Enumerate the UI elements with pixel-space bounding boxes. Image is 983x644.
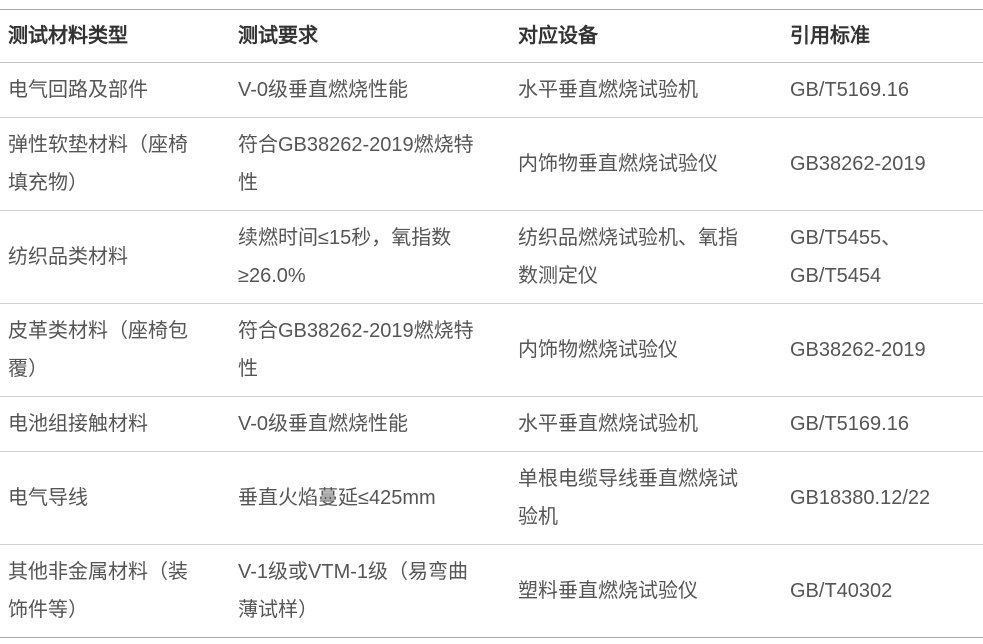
table-row: 电气导线 垂直火焰蔓延≤425mm 单根电缆导线垂直燃烧试验机 GB18380.… bbox=[0, 451, 983, 545]
cell-requirement: 续燃时间≤15秒，氧指数≥26.0% bbox=[230, 210, 510, 304]
cell-equipment: 单根电缆导线垂直燃烧试验机 bbox=[510, 451, 782, 545]
cell-material: 皮革类材料（座椅包覆） bbox=[0, 303, 230, 397]
cell-standard: GB/T5169.16 bbox=[782, 62, 983, 118]
table-row: 皮革类材料（座椅包覆） 符合GB38262-2019燃烧特性 内饰物燃烧试验仪 … bbox=[0, 303, 983, 397]
table-header-row: 测试材料类型 测试要求 对应设备 引用标准 bbox=[0, 9, 983, 63]
materials-test-table: 测试材料类型 测试要求 对应设备 引用标准 电气回路及部件 V-0级垂直燃烧性能… bbox=[0, 9, 983, 638]
cell-equipment: 内饰物燃烧试验仪 bbox=[510, 303, 782, 397]
cell-requirement: V-0级垂直燃烧性能 bbox=[230, 62, 510, 118]
table-row: 弹性软垫材料（座椅填充物） 符合GB38262-2019燃烧特性 内饰物垂直燃烧… bbox=[0, 117, 983, 211]
cell-material: 电池组接触材料 bbox=[0, 396, 230, 452]
cell-equipment: 塑料垂直燃烧试验仪 bbox=[510, 544, 782, 638]
cell-standard: GB/T5169.16 bbox=[782, 396, 983, 452]
cell-equipment: 水平垂直燃烧试验机 bbox=[510, 62, 782, 118]
column-header-material: 测试材料类型 bbox=[0, 9, 230, 63]
table-row: 其他非金属材料（装饰件等） V-1级或VTM-1级（易弯曲薄试样） 塑料垂直燃烧… bbox=[0, 544, 983, 638]
table-row: 电气回路及部件 V-0级垂直燃烧性能 水平垂直燃烧试验机 GB/T5169.16 bbox=[0, 62, 983, 118]
cell-equipment: 水平垂直燃烧试验机 bbox=[510, 396, 782, 452]
cell-material: 其他非金属材料（装饰件等） bbox=[0, 544, 230, 638]
cell-equipment: 内饰物垂直燃烧试验仪 bbox=[510, 117, 782, 211]
cell-material: 电气导线 bbox=[0, 451, 230, 545]
cell-material: 弹性软垫材料（座椅填充物） bbox=[0, 117, 230, 211]
cell-requirement: V-0级垂直燃烧性能 bbox=[230, 396, 510, 452]
cell-requirement: 符合GB38262-2019燃烧特性 bbox=[230, 117, 510, 211]
column-header-equipment: 对应设备 bbox=[510, 9, 782, 63]
cell-standard: GB38262-2019 bbox=[782, 303, 983, 397]
cell-standard: GB38262-2019 bbox=[782, 117, 983, 211]
cell-standard: GB/T5455、GB/T5454 bbox=[782, 210, 983, 304]
column-header-requirement: 测试要求 bbox=[230, 9, 510, 63]
cell-equipment: 纺织品燃烧试验机、氧指数测定仪 bbox=[510, 210, 782, 304]
cell-standard: GB/T40302 bbox=[782, 544, 983, 638]
cell-requirement: 垂直火焰蔓延≤425mm bbox=[230, 451, 510, 545]
table-row: 电池组接触材料 V-0级垂直燃烧性能 水平垂直燃烧试验机 GB/T5169.16 bbox=[0, 396, 983, 452]
cell-requirement: V-1级或VTM-1级（易弯曲薄试样） bbox=[230, 544, 510, 638]
table-row: 纺织品类材料 续燃时间≤15秒，氧指数≥26.0% 纺织品燃烧试验机、氧指数测定… bbox=[0, 210, 983, 304]
column-header-standard: 引用标准 bbox=[782, 9, 983, 63]
cell-requirement: 符合GB38262-2019燃烧特性 bbox=[230, 303, 510, 397]
cell-material: 电气回路及部件 bbox=[0, 62, 230, 118]
cell-standard: GB18380.12/22 bbox=[782, 451, 983, 545]
cell-material: 纺织品类材料 bbox=[0, 210, 230, 304]
